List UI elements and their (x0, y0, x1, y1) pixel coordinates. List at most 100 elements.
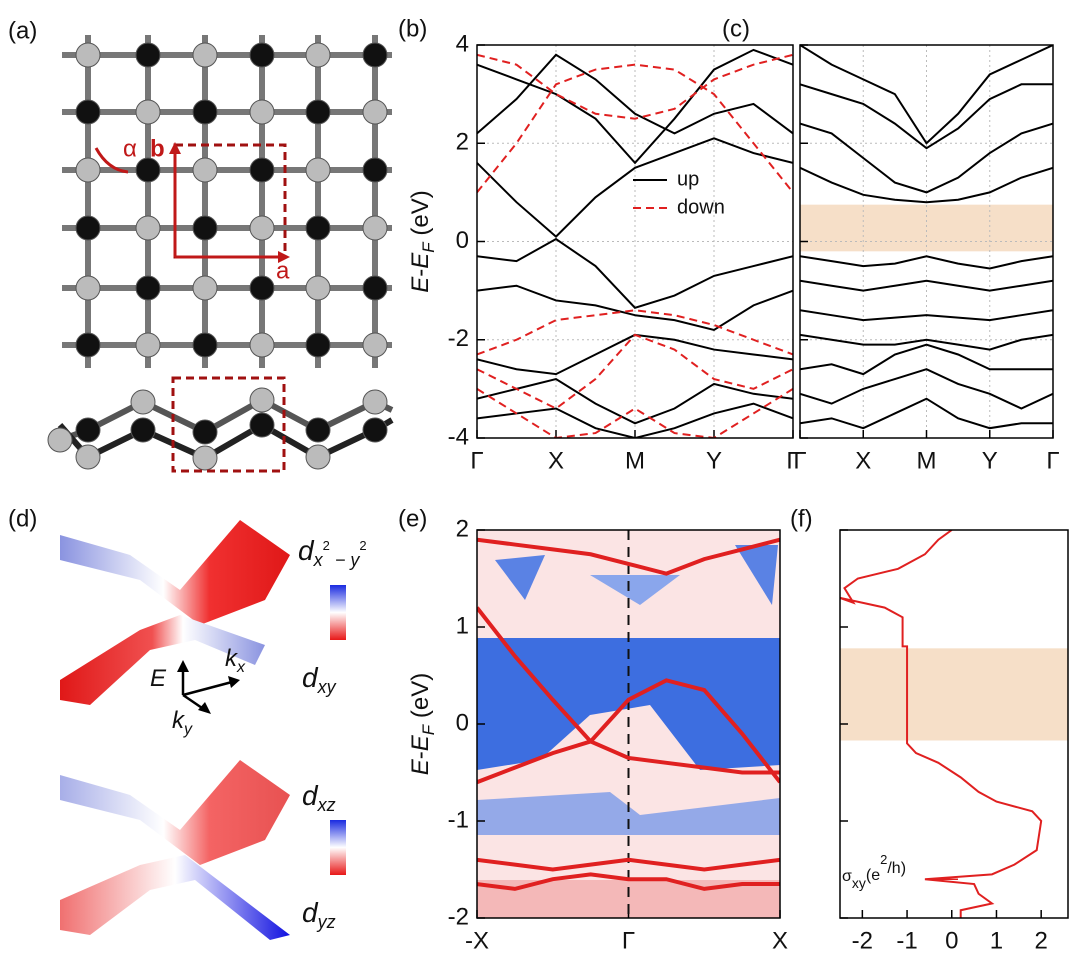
bond (58, 396, 394, 443)
orbital-label: dyz (302, 897, 336, 931)
label-part: E (407, 758, 434, 775)
band-line (800, 343, 1053, 376)
arrowhead (278, 251, 290, 263)
label-part: xy (852, 875, 866, 891)
x-tick-label: 2 (1034, 927, 1047, 954)
y-tick-label: 2 (456, 515, 469, 542)
atom (305, 275, 331, 301)
atom (362, 275, 388, 301)
x-tick-label: 1 (990, 927, 1003, 954)
atom (305, 42, 331, 68)
spectral-region (590, 575, 680, 605)
axes-glyph (181, 668, 233, 712)
legend-label: up (677, 168, 699, 190)
x-tick-label: Γ (622, 927, 635, 954)
atom (130, 417, 156, 443)
x-tick-label: Γ (1046, 447, 1059, 474)
x-tick-label: -1 (896, 927, 917, 954)
arrowhead (169, 142, 181, 154)
band-line (477, 137, 793, 238)
atom (192, 215, 218, 241)
y-tick-label: 0 (456, 709, 469, 736)
band-line (800, 255, 1053, 270)
atom (75, 417, 101, 443)
band-line (477, 402, 793, 438)
band-line (800, 122, 1053, 194)
orbital-label: dxz (302, 780, 336, 814)
line (840, 530, 1043, 918)
y-axis-label: E-EF (eV) (407, 673, 438, 775)
atom (249, 215, 275, 241)
band-line (477, 857, 780, 872)
atom (75, 215, 101, 241)
label-part: - (407, 751, 434, 759)
x-tick-label: -2 (852, 927, 873, 954)
atom (362, 99, 388, 125)
atom (362, 42, 388, 68)
label-part: (eV) (407, 673, 434, 725)
atom (305, 99, 331, 125)
band-line (477, 678, 780, 785)
band-line (800, 309, 1053, 322)
colorbar (330, 820, 346, 875)
label-part: σ (842, 868, 852, 885)
lattice (47, 35, 394, 471)
colorbar (330, 585, 346, 640)
arrowhead (198, 702, 211, 714)
surface (60, 520, 290, 625)
x-tick-label: Γ (470, 447, 483, 474)
y-axis-label: E-EF (eV) (407, 190, 438, 292)
x-tick-label: M (917, 447, 937, 474)
x-tick-label: X (548, 447, 564, 474)
label-part: (eV) (407, 190, 434, 242)
atom (249, 387, 275, 413)
arrowhead (228, 676, 240, 688)
y-tick-label: -2 (448, 325, 469, 352)
atom (135, 42, 161, 68)
side-cell (171, 376, 286, 473)
atom (192, 332, 218, 358)
atom (135, 99, 161, 125)
spectral-background (477, 530, 780, 918)
atom (75, 444, 101, 470)
x-tick-label: X (772, 927, 788, 954)
gap-shade (840, 648, 1068, 741)
y-tick-label: -4 (448, 423, 469, 450)
y-tick-label: 4 (456, 30, 469, 57)
band-line (477, 48, 793, 165)
arrowhead (177, 660, 189, 672)
atom (305, 444, 331, 470)
atom (75, 99, 101, 125)
atom (47, 427, 73, 453)
x-tick-label: Γ (786, 447, 799, 474)
atom (192, 445, 218, 471)
y-tick-label: -1 (448, 806, 469, 833)
atom (192, 99, 218, 125)
panel-label: (f) (790, 505, 813, 532)
x-tick-label: X (855, 447, 871, 474)
plot-frame (476, 529, 781, 919)
label-part: (e (866, 867, 880, 884)
atom (135, 215, 161, 241)
atom (362, 157, 388, 183)
y-tick-label: -2 (448, 903, 469, 930)
panel-label: (d) (8, 505, 37, 532)
axis-label: ky (172, 707, 193, 738)
orbital-label: dxy (302, 662, 337, 696)
band-line (477, 309, 793, 356)
plot-frame (799, 44, 1054, 439)
band-line (800, 333, 1053, 351)
panel-label: (b) (398, 15, 427, 42)
label-part: - (407, 269, 434, 277)
band-line (477, 606, 780, 775)
atom (305, 417, 331, 443)
atom (75, 275, 101, 301)
band-line (477, 872, 780, 891)
atom (135, 275, 161, 301)
band-line (800, 166, 1053, 204)
atom (192, 275, 218, 301)
plot-frame (839, 529, 1069, 919)
axis-label: kx (225, 645, 246, 676)
y-tick-label: 2 (456, 129, 469, 156)
